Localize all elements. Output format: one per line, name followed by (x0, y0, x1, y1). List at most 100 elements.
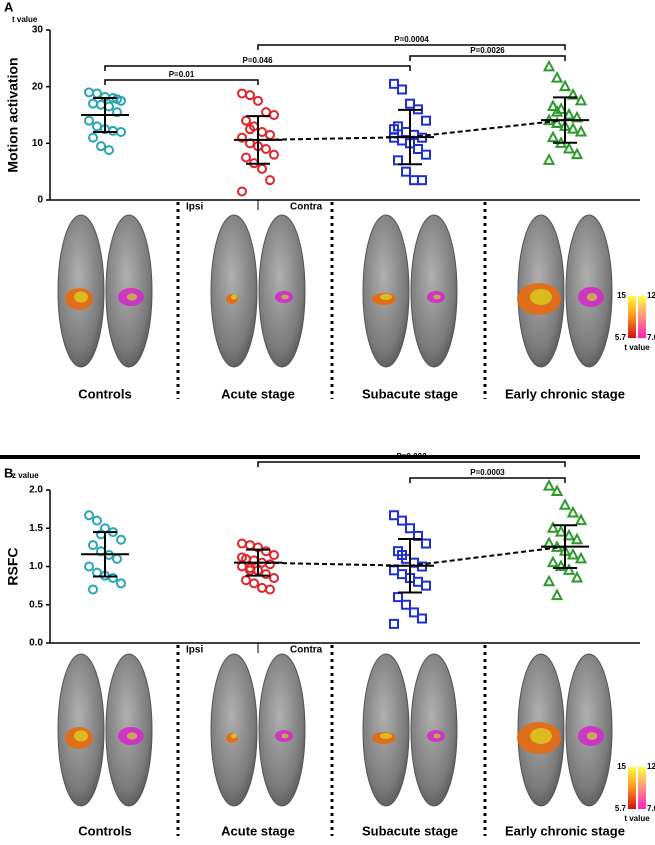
colorbar-warm (628, 296, 636, 338)
p-value: P=0.002 (396, 452, 427, 461)
point (574, 124, 588, 137)
point (401, 599, 411, 610)
p-value: P=0.0026 (470, 46, 505, 55)
trend-line (257, 545, 566, 567)
point (245, 90, 255, 101)
point (257, 127, 267, 137)
point (397, 569, 407, 580)
point (96, 141, 106, 152)
colorbar-label: 15 (617, 762, 626, 771)
point (389, 618, 399, 629)
y-tick-label: 20 (32, 81, 44, 92)
point (554, 559, 568, 571)
point (261, 569, 271, 580)
point (566, 122, 580, 134)
colorbar-label: 12 (647, 291, 655, 300)
point (574, 551, 588, 564)
point (401, 166, 411, 177)
point (546, 521, 560, 533)
brain-hemisphere (410, 214, 458, 368)
point (421, 149, 431, 160)
point (405, 98, 415, 109)
point (566, 505, 580, 518)
point (237, 186, 247, 197)
point (409, 607, 419, 618)
point (257, 163, 267, 174)
activation-ipsi-core (530, 728, 552, 744)
point (241, 152, 251, 163)
activation-ipsi-core (380, 733, 392, 739)
point (261, 546, 271, 557)
point (558, 498, 572, 510)
point (92, 88, 102, 99)
y-axis-label: RSFC (5, 547, 21, 585)
comparison-bracket (409, 55, 566, 61)
point (566, 88, 580, 100)
colorbar-label: 7.0 (647, 333, 655, 342)
point (550, 71, 564, 83)
panel-label: B (4, 465, 13, 480)
brain-hemisphere (258, 653, 306, 807)
activation-contra-core (586, 732, 598, 740)
y-unit: t value (12, 15, 38, 24)
point (88, 540, 98, 551)
point (574, 513, 588, 526)
p-value: P=0.01 (169, 70, 195, 79)
y-axis-label: Motion activation (5, 57, 21, 172)
point (241, 575, 251, 586)
point (393, 592, 403, 603)
point (413, 576, 423, 587)
comparison-bracket (104, 79, 259, 85)
point (88, 584, 98, 595)
point (112, 107, 122, 118)
point (112, 553, 122, 564)
point (389, 565, 399, 576)
point (562, 528, 576, 541)
point (546, 555, 560, 568)
point (116, 534, 126, 545)
side-label: Contra (290, 645, 323, 656)
brain-hemisphere (210, 214, 258, 368)
point (554, 524, 568, 537)
point (562, 107, 576, 120)
activation-contra-core (586, 293, 598, 301)
point (421, 580, 431, 591)
y-tick-label: 0 (37, 195, 43, 206)
point (104, 101, 114, 112)
point (562, 141, 576, 154)
y-tick-label: 1.5 (29, 523, 43, 534)
point (397, 84, 407, 95)
point (566, 547, 580, 560)
point (542, 479, 556, 491)
panel-divider (0, 455, 640, 459)
activation-ipsi-core (530, 289, 552, 305)
point (550, 116, 564, 128)
y-unit: z value (12, 471, 39, 480)
point (237, 552, 247, 563)
point (265, 129, 275, 140)
point (550, 105, 564, 117)
point (237, 538, 247, 549)
activation-ipsi-core (380, 294, 392, 300)
point (92, 515, 102, 526)
point (550, 588, 564, 601)
point (265, 559, 275, 570)
activation-ipsi-core (231, 294, 237, 300)
y-tick-label: 2.0 (29, 485, 43, 496)
activation-ipsi-core (231, 733, 237, 739)
colorbar-pink (638, 296, 646, 338)
colorbar-pink (638, 767, 646, 809)
colorbar-warm (628, 767, 636, 809)
point (570, 147, 584, 160)
point (389, 78, 399, 89)
point (245, 124, 255, 135)
point (237, 561, 247, 572)
y-tick-label: 0.0 (29, 638, 43, 649)
point (570, 110, 584, 123)
category-label: Early chronic stage (505, 823, 625, 838)
colorbar-label: 5.7 (615, 333, 627, 342)
comparison-bracket (257, 44, 566, 50)
activation-contra-core (433, 294, 441, 300)
activation-contra-core (126, 732, 138, 740)
category-label: Subacute stage (362, 386, 458, 401)
